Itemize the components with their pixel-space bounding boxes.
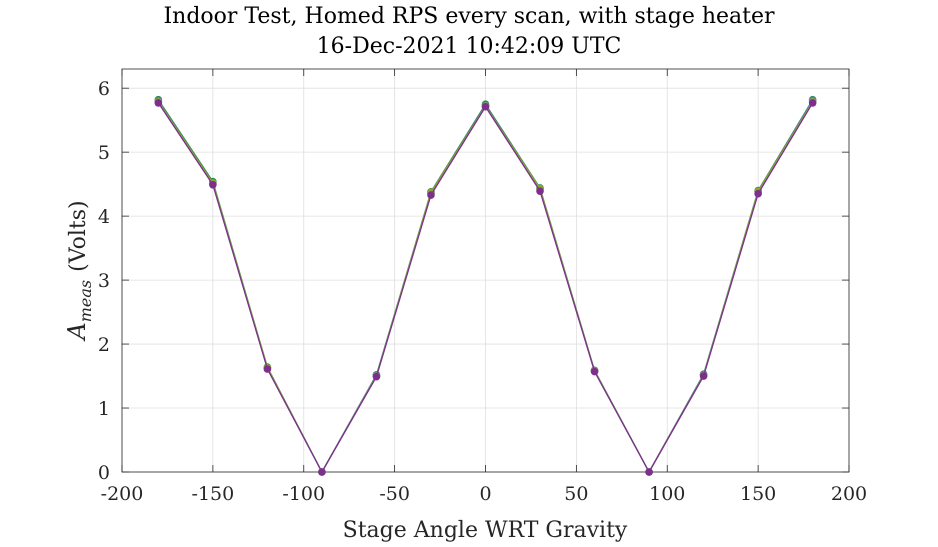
grid-lines [121, 69, 850, 473]
chart-title: Indoor Test, Homed RPS every scan, with … [163, 4, 775, 29]
data-point [209, 180, 217, 189]
data-point [699, 372, 708, 380]
series-4 [154, 99, 817, 476]
data-point [590, 367, 599, 376]
y-axis-title-subscript: meas [76, 280, 95, 322]
x-tick-label: -50 [379, 483, 410, 505]
x-tick-label: -100 [282, 483, 325, 505]
y-tick-label: 3 [98, 270, 110, 292]
data-point [481, 102, 490, 111]
data-point [154, 99, 163, 107]
data-point [372, 372, 381, 381]
chart-subtitle: 16-Dec-2021 10:42:09 UTC [316, 34, 622, 59]
y-tick-label: 1 [98, 398, 110, 420]
data-point [263, 365, 272, 373]
data-point [427, 191, 435, 199]
x-tick-label: 100 [649, 483, 685, 505]
svg-text:Ameas(Volts): Ameas (Volts) [63, 200, 95, 341]
series-group [154, 95, 817, 476]
y-tick-label: 2 [98, 334, 110, 356]
y-axis-title-main: A [63, 322, 91, 341]
x-tick-label: 150 [740, 483, 776, 505]
data-point [318, 468, 326, 476]
x-tick-label: -200 [101, 483, 144, 505]
x-tick-label: -150 [192, 483, 235, 505]
data-point [645, 468, 653, 476]
data-point [808, 99, 817, 107]
data-point [754, 189, 762, 198]
tick-labels: -200 -150 -100 -50 0 50 100 150 200 0 1 2 3 4 5 6 [98, 78, 867, 505]
chart-title-block: Indoor Test, Homed RPS every scan, with … [0, 2, 938, 62]
y-tick-label: 5 [98, 142, 110, 164]
axis-ticks [121, 69, 850, 473]
y-tick-label: 4 [98, 206, 110, 228]
x-tick-label: 0 [479, 483, 491, 505]
x-axis-title: Stage Angle WRT Gravity [343, 518, 628, 543]
y-axis-title: Ameas (Volts) [63, 200, 95, 341]
x-tick-label: 50 [564, 483, 588, 505]
x-tick-label: 200 [831, 483, 867, 505]
data-point [536, 187, 544, 195]
y-axis-title-unit: (Volts) [66, 200, 91, 271]
y-tick-label: 0 [98, 462, 110, 484]
y-tick-label: 6 [98, 78, 110, 100]
